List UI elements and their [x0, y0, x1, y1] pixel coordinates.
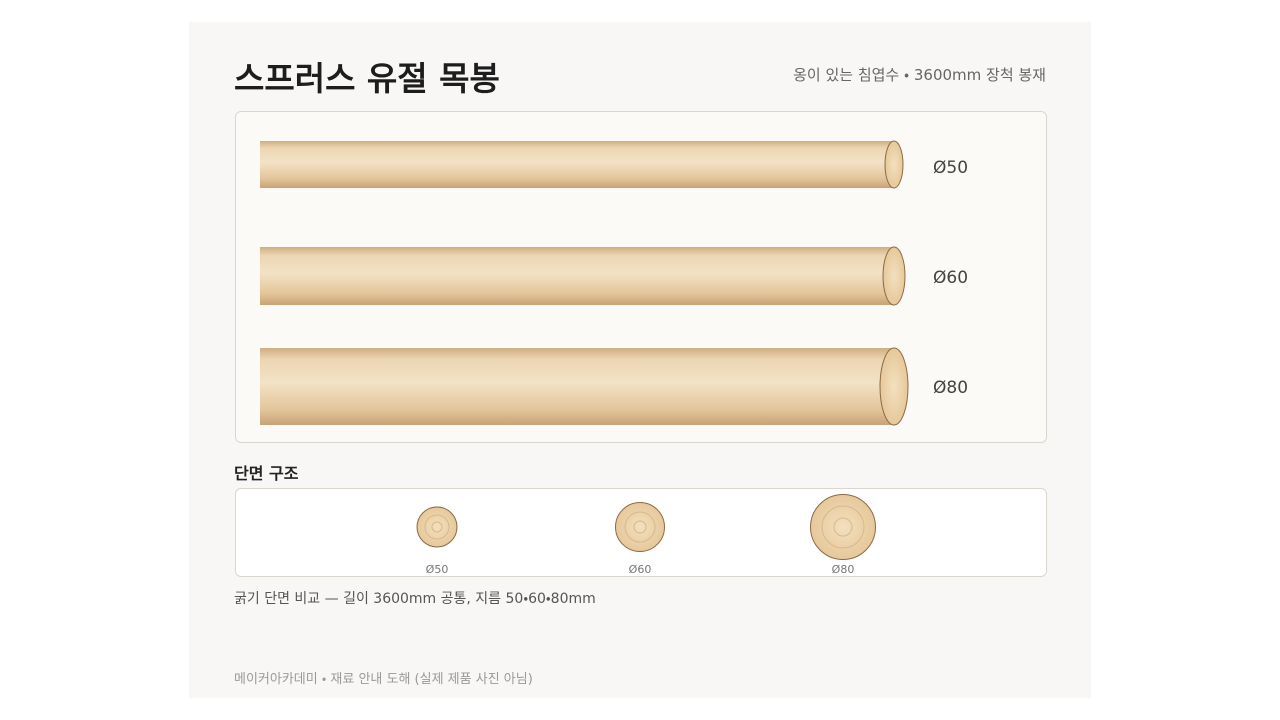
- rod-label: Ø50: [933, 158, 969, 178]
- rod: [260, 246, 906, 306]
- cross-section: [615, 502, 665, 552]
- section-label: Ø60: [628, 563, 652, 576]
- cross-section: [810, 494, 876, 560]
- section-title: 단면 구조: [234, 464, 299, 483]
- section-label: Ø50: [425, 563, 449, 576]
- rod: [260, 140, 904, 189]
- footer: 메이커아카데미 ・ 재료 안내 도해 (실제 제품 사진 아님): [234, 672, 533, 687]
- rod-label: Ø60: [933, 268, 969, 288]
- caption: 굵기 단면 비교 — 길이 3600mm 공통, 지름 50・60・80mm: [234, 591, 596, 607]
- subtitle: 옹이 있는 침엽수 ・ 3600mm 장척 봉재: [793, 66, 1046, 84]
- cross-section: [416, 506, 458, 548]
- illustration: [260, 140, 909, 560]
- section-label: Ø80: [831, 563, 855, 576]
- rod: [260, 347, 909, 426]
- card: 스프러스 유절 목봉 옹이 있는 침엽수 ・ 3600mm 장척 봉재 Ø50 …: [189, 22, 1091, 698]
- rod-label: Ø80: [933, 378, 969, 398]
- title: 스프러스 유절 목봉: [234, 59, 500, 98]
